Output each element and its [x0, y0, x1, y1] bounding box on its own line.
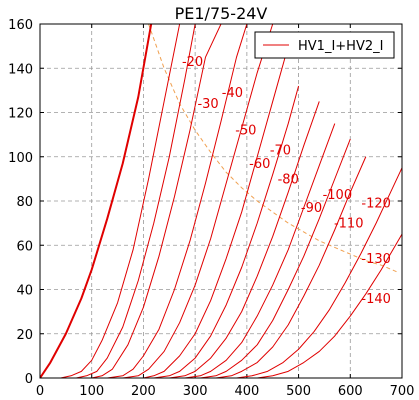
x-tick-label: 100 [79, 384, 104, 399]
y-tick-label: 20 [16, 328, 33, 343]
series-line-grid-110 [40, 138, 351, 378]
series-line-grid-100 [40, 123, 336, 378]
curve-label: -40 [222, 86, 243, 101]
chart-title: PE1/75-24V [175, 4, 268, 23]
y-tick-label: 100 [8, 151, 33, 166]
series-line-grid-40 [40, 24, 222, 378]
x-tick-label: 700 [390, 384, 415, 399]
curve-label: -140 [361, 292, 391, 307]
x-tick-label: 400 [234, 384, 259, 399]
x-tick-label: 600 [338, 384, 363, 399]
series-line-grid-90 [40, 101, 320, 378]
legend-entry: HV1_I+HV2_I [298, 39, 383, 54]
y-tick-label: 0 [25, 372, 33, 387]
curve-labels: -20 -30 -40 -50 -60-70 -80-90-100 -110 -120 -130… [182, 55, 391, 307]
y-tick-label: 140 [8, 62, 33, 77]
series-line-grid-80 [40, 85, 300, 378]
plot-frame [39, 23, 403, 379]
series-line-grid-70 [40, 45, 289, 378]
curve-label: -50 [235, 124, 256, 139]
y-tick-label: 80 [16, 195, 33, 210]
dissipation-curve [148, 23, 398, 273]
y-tick-label: 160 [8, 18, 33, 33]
legend: HV1_I+HV2_I [254, 31, 395, 59]
curve-label: -110 [334, 217, 364, 232]
curve-label: -90 [301, 201, 322, 216]
curve-label: -120 [361, 197, 391, 212]
curve-label: -70 [270, 144, 291, 159]
y-tick-label: 120 [8, 107, 33, 122]
x-tick-label: 500 [286, 384, 311, 399]
y-tick-label: 60 [16, 239, 33, 254]
series-line-grid-60 [40, 24, 274, 378]
curve-label: -130 [361, 252, 391, 267]
curve-label: -100 [323, 188, 353, 203]
curve-label: -60 [249, 157, 270, 172]
dissipation-curve-group [148, 23, 398, 273]
curve-label: -30 [197, 97, 218, 112]
y-axis: 0 20 40 60 80 100 120 140 160 [8, 18, 402, 387]
series-line-zero-bias [40, 24, 153, 378]
series-line-grid-130 [40, 167, 402, 378]
x-tick-label: 0 [36, 384, 44, 399]
x-tick-label: 200 [131, 384, 156, 399]
curve-label: -80 [278, 172, 299, 187]
series-line-grid-30 [40, 24, 196, 378]
series-line-grid-120 [40, 156, 367, 378]
curve-label: -20 [182, 55, 203, 70]
x-tick-label: 300 [183, 384, 208, 399]
series-line-grid-20 [40, 24, 181, 378]
series-line-grid-140 [40, 233, 402, 378]
y-tick-label: 40 [16, 284, 33, 299]
x-axis: 0 100 200 300 400 500 600 700 [36, 24, 415, 399]
series-group [40, 24, 402, 378]
series-line-grid-50 [40, 24, 248, 378]
